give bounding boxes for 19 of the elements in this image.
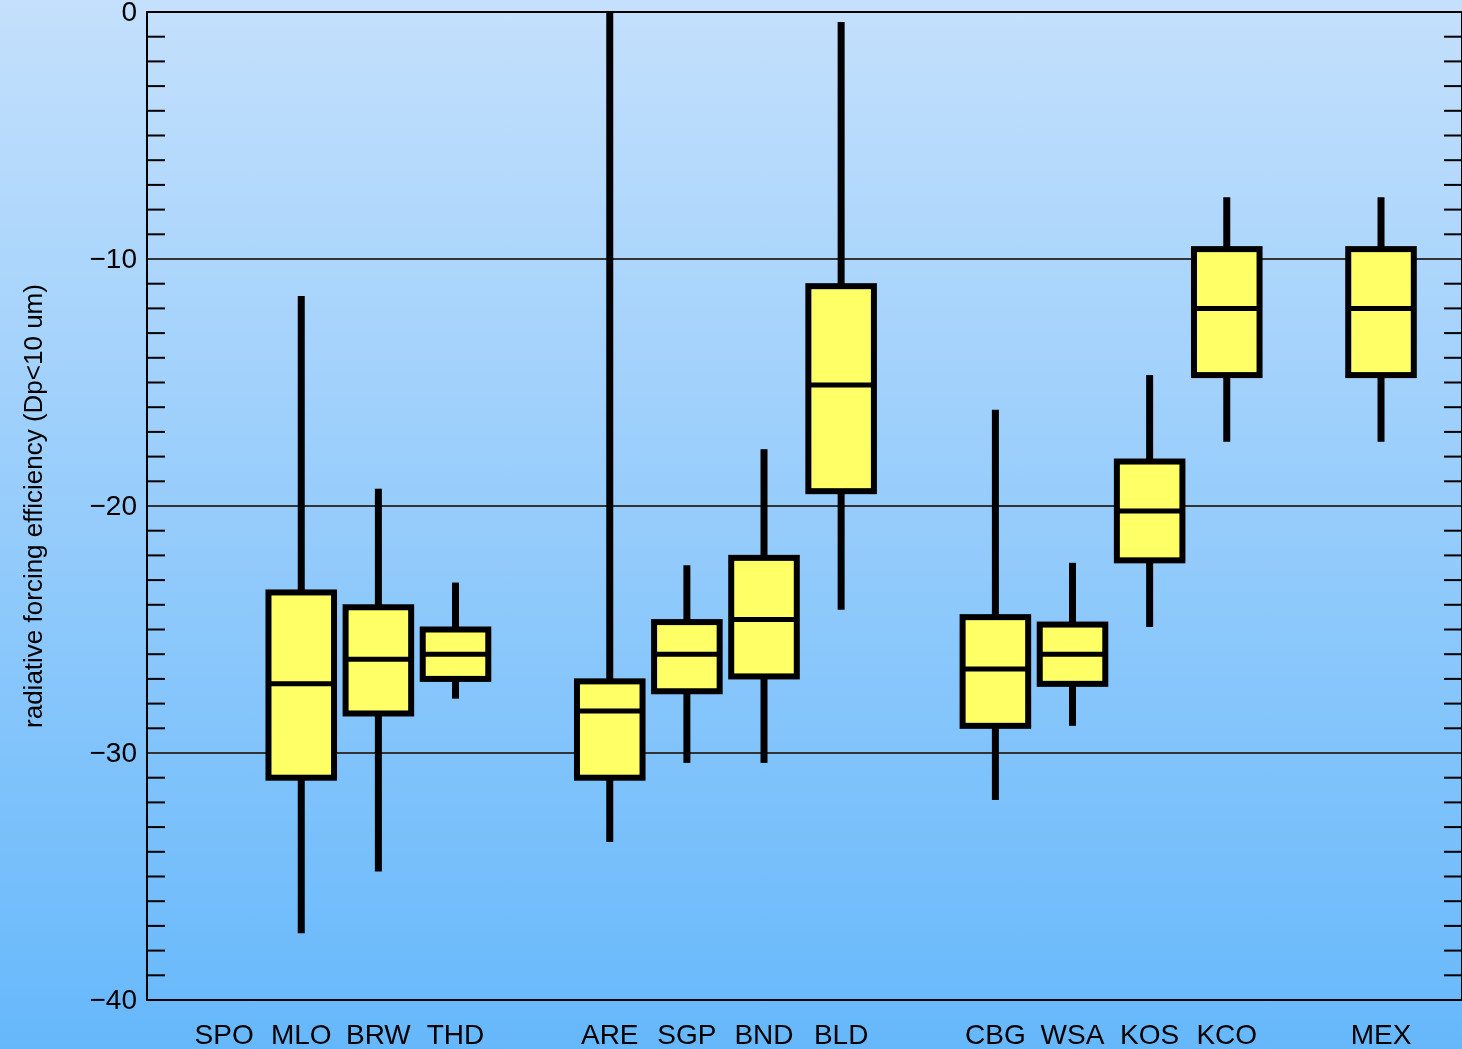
x-tick-label: KCO <box>1196 1019 1258 1049</box>
y-axis-title: radiative forcing efficiency (Dp<10 um) <box>18 284 48 728</box>
x-tick-label: WSA <box>1040 1019 1105 1049</box>
y-tick-label: −40 <box>89 983 137 1015</box>
x-tick-label: SGP <box>657 1019 717 1049</box>
x-tick-label: THD <box>426 1019 485 1049</box>
x-tick-label: MEX <box>1350 1019 1412 1049</box>
x-tick-label: CBG <box>965 1019 1026 1049</box>
x-tick-label: BRW <box>345 1019 412 1049</box>
x-tick-label: BLD <box>813 1019 869 1049</box>
y-tick-label: −30 <box>89 736 137 768</box>
y-tick-label: 0 <box>121 0 137 27</box>
x-tick-label: SPO <box>194 1019 254 1049</box>
x-tick-label: BND <box>734 1019 794 1049</box>
x-tick-label: ARE <box>580 1019 639 1049</box>
x-tick-label: MLO <box>270 1019 332 1049</box>
x-tick-label: KOS <box>1120 1019 1180 1049</box>
y-tick-label: −20 <box>89 489 137 521</box>
y-tick-label: −10 <box>89 242 137 274</box>
